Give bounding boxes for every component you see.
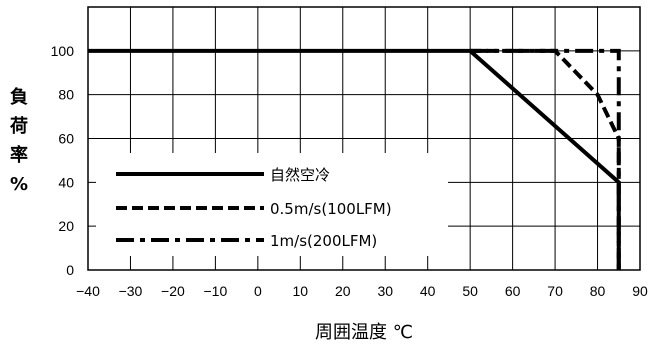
x-tick-label: 70	[547, 283, 563, 299]
x-tick-label: −10	[204, 283, 228, 299]
y-tick-label: 20	[58, 218, 74, 234]
x-tick-label: −30	[119, 283, 143, 299]
legend-label: 自然空冷	[270, 166, 330, 184]
y-axis-label-char: 負	[10, 86, 28, 108]
x-tick-label: 50	[462, 283, 478, 299]
legend-label: 0.5m/s(100LFM)	[270, 200, 392, 218]
x-tick-label: 90	[632, 283, 648, 299]
series-line-solid	[88, 48, 621, 270]
x-tick-label: 20	[335, 283, 351, 299]
x-tick-label: 0	[254, 283, 262, 299]
y-tick-labels: 0 20 40 60 80 100	[51, 43, 75, 278]
y-axis-label-char: 率	[10, 144, 28, 166]
x-tick-label: 30	[377, 283, 393, 299]
plot-frame	[87, 6, 641, 271]
y-tick-label: 100	[51, 43, 75, 59]
x-tick-label: 80	[590, 283, 606, 299]
x-tick-label: 40	[420, 283, 436, 299]
x-tick-label: −20	[161, 283, 185, 299]
y-axis-label-char: %	[10, 174, 28, 195]
series-layer	[88, 48, 621, 270]
y-tick-label: 60	[58, 131, 74, 147]
x-tick-label: 10	[293, 283, 309, 299]
series-line-dashed	[470, 48, 621, 270]
y-axis-label-char: 荷	[10, 115, 28, 137]
x-tick-label: −40	[76, 283, 100, 299]
x-axis-label: 周囲温度 ℃	[315, 322, 413, 343]
x-tick-labels: −40 −30 −20 −10 0 10 20 30 40 50 60 70 80 90	[76, 283, 648, 299]
y-axis-label: 負荷率%	[10, 86, 28, 195]
y-tick-label: 0	[66, 262, 74, 278]
y-tick-label: 80	[58, 87, 74, 103]
x-tick-label: 60	[505, 283, 521, 299]
legend: 自然空冷 0.5m/s(100LFM) 1m/s(200LFM)	[96, 153, 448, 256]
y-tick-label: 40	[58, 174, 74, 190]
legend-label: 1m/s(200LFM)	[270, 232, 377, 250]
